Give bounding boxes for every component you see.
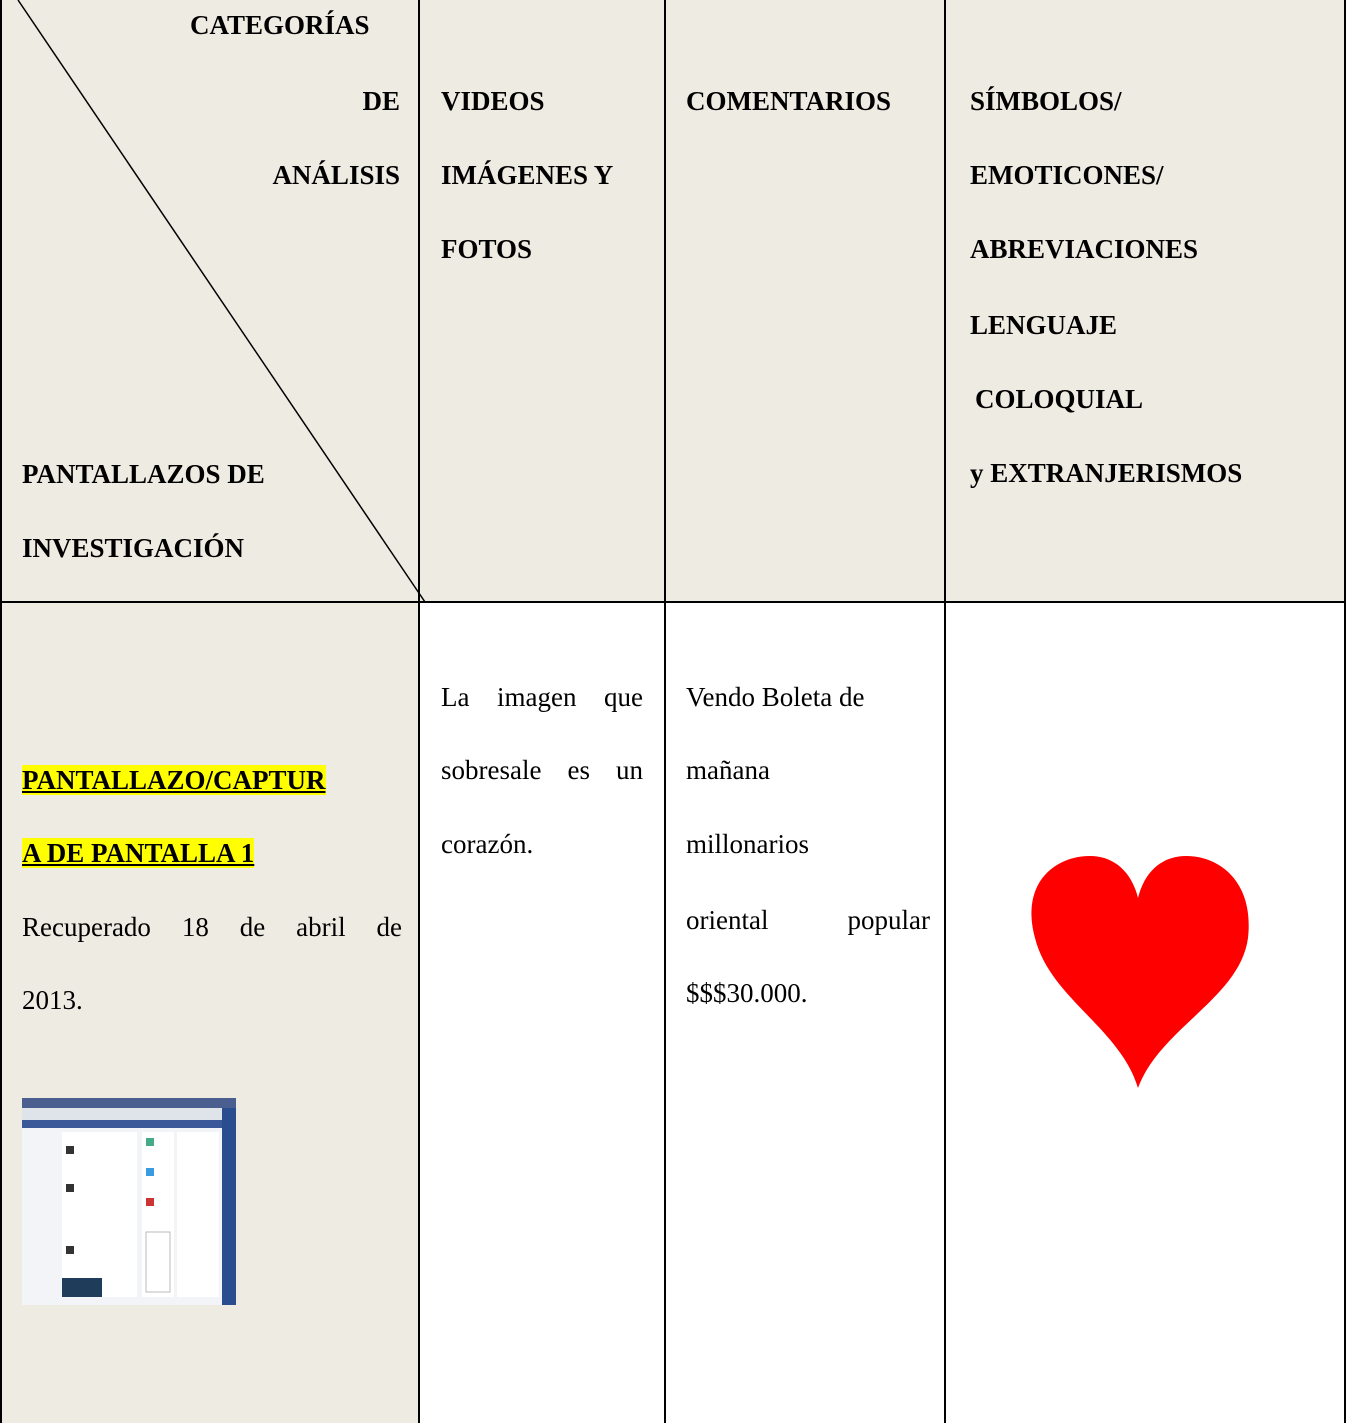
column-header: COLOQUIAL [975, 384, 1144, 414]
heart-image [1020, 828, 1272, 1104]
cell-line: La imagen que [441, 682, 643, 712]
column-header: y EXTRANJERISMOS [970, 458, 1243, 488]
corner-top: ANÁLISIS [272, 160, 400, 190]
cell-line: Vendo Boleta de [686, 682, 865, 712]
corner-bottom: PANTALLAZOS DE [22, 459, 265, 489]
diagonal [17, 0, 426, 603]
border [418, 0, 420, 1423]
column-header: LENGUAJE [970, 310, 1118, 340]
border [0, 0, 2, 1423]
cell-line: oriental popular [686, 905, 930, 935]
row-title: PANTALLAZO/CAPTUR [22, 765, 326, 795]
cell-text: sobresale es un [441, 753, 643, 787]
corner-top: CATEGORÍAS [190, 10, 370, 40]
cell-line: $$$30.000. [686, 978, 808, 1008]
column-header: VIDEOS [441, 86, 545, 116]
row-title: A DE PANTALLA 1 [22, 838, 255, 868]
column-header: EMOTICONES/ [970, 160, 1164, 190]
cell-line: mañana [686, 755, 770, 785]
cell-line: millonarios [686, 829, 809, 859]
column-header: IMÁGENES Y [441, 160, 614, 190]
corner-top: DE [362, 86, 400, 116]
cell-text: La imagen que [441, 680, 643, 714]
column-header: SÍMBOLOS/ [970, 86, 1122, 116]
header-bg [0, 0, 1346, 602]
screenshot-thumbnail [22, 1098, 236, 1305]
border [1344, 0, 1346, 1423]
cell-line: sobresale es un [441, 755, 643, 785]
cell-line: corazón. [441, 829, 534, 859]
column-header: ABREVIACIONES [970, 234, 1199, 264]
border [0, 601, 1346, 603]
row-source: Recuperado 18 de abril de [22, 912, 402, 942]
column-header: FOTOS [441, 234, 533, 264]
border [944, 0, 946, 1423]
border [664, 0, 666, 1423]
corner-bottom: INVESTIGACIÓN [22, 533, 245, 563]
row-source: 2013. [22, 985, 83, 1015]
column-header: COMENTARIOS [686, 86, 892, 116]
